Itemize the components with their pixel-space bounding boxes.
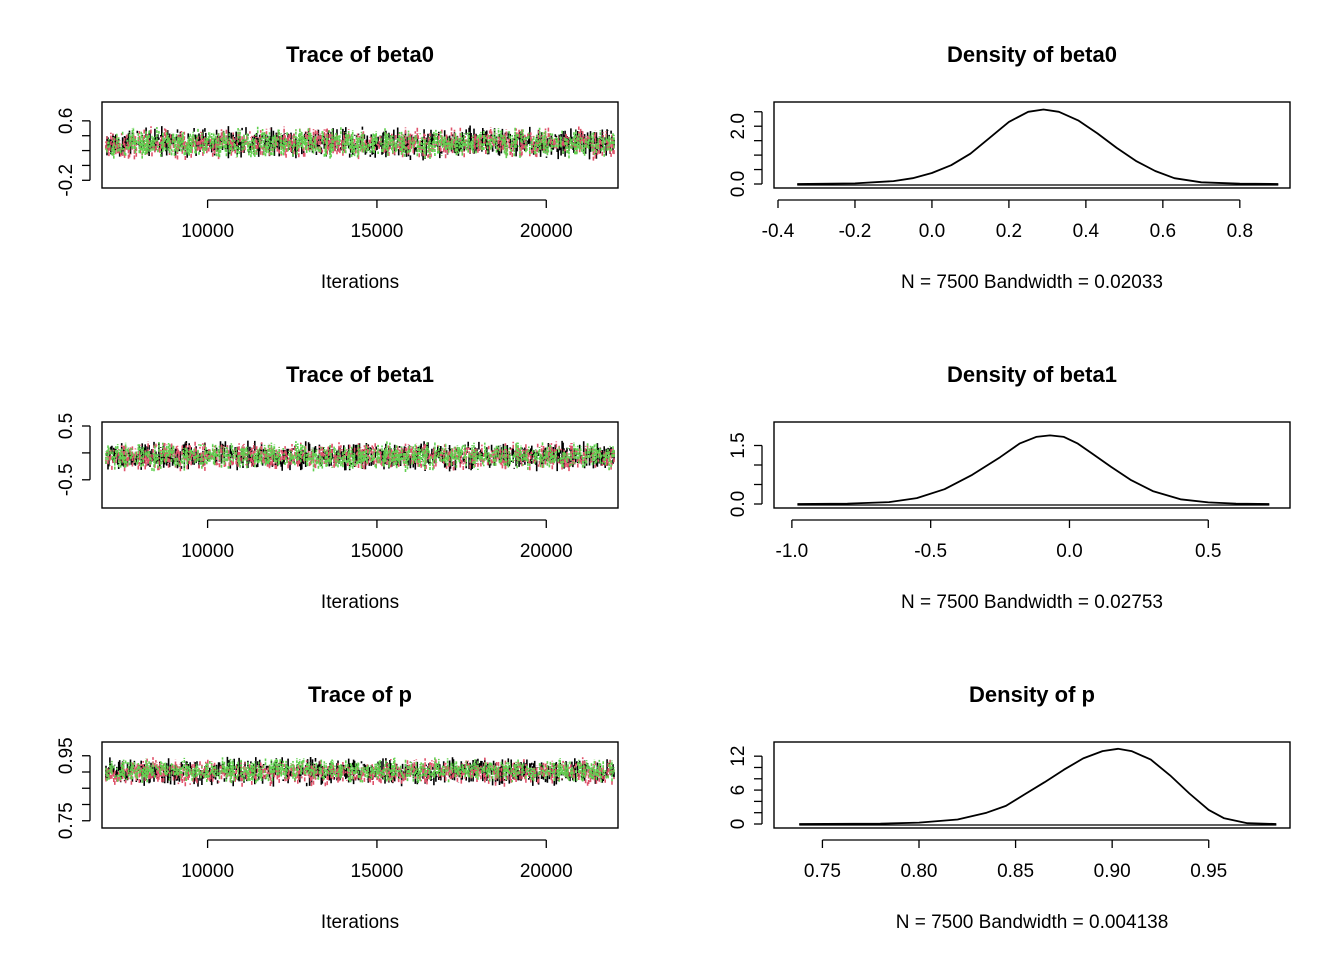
- panel-title: Trace of beta1: [286, 362, 434, 387]
- x-tick-label: 10000: [181, 861, 234, 882]
- x-tick-label: 0.6: [1150, 221, 1176, 242]
- panel-density-4: Density of beta1 -1.0 -0.5 0.0 0.5 N = 7500 B…: [728, 362, 1291, 613]
- x-tick-label: -0.5: [914, 541, 947, 562]
- y-tick-label: 1.5: [728, 432, 749, 458]
- y-tick-label: 6: [728, 785, 749, 796]
- x-tick-label: 0.0: [1056, 541, 1082, 562]
- y-tick-label: 0.95: [56, 737, 77, 774]
- plot-frame: [101, 421, 619, 509]
- x-axis: 10000 15000 20000: [181, 199, 573, 242]
- x-tick-label: 0.0: [919, 221, 945, 242]
- x-tick-label: 0.75: [804, 861, 841, 882]
- x-tick-label: 20000: [520, 861, 573, 882]
- x-axis: 10000 15000 20000: [181, 839, 573, 882]
- y-axis: 0 6 12: [728, 746, 763, 830]
- x-axis-label: N = 7500 Bandwidth = 0.02753: [901, 592, 1163, 613]
- y-axis: 0.75 0.95: [56, 737, 91, 839]
- x-tick-label: 20000: [520, 541, 573, 562]
- x-axis-label: Iterations: [321, 592, 399, 613]
- panel-title: Density of beta0: [947, 42, 1117, 67]
- x-tick-label: 0.80: [901, 861, 938, 882]
- x-tick-label: 0.85: [997, 861, 1034, 882]
- panel-title: Density of p: [969, 682, 1095, 707]
- density-curve: [797, 434, 1270, 505]
- x-tick-label: 0.4: [1073, 221, 1100, 242]
- x-tick-label: 0.2: [996, 221, 1022, 242]
- x-axis-label: N = 7500 Bandwidth = 0.004138: [896, 912, 1169, 933]
- y-tick-label: 12: [728, 746, 749, 767]
- y-axis: 0.0 1.5: [728, 432, 763, 517]
- plot-frame: [773, 741, 1291, 829]
- panel-trace-3: Trace of beta1 10000 15000 20000 Iterations -…: [56, 362, 619, 613]
- x-tick-label: -1.0: [776, 541, 809, 562]
- x-tick-label: 15000: [351, 221, 404, 242]
- y-tick-label: -0.2: [56, 164, 77, 197]
- plot-frame: [773, 101, 1291, 189]
- y-tick-label: 0.6: [56, 108, 77, 134]
- panel-title: Density of beta1: [947, 362, 1117, 387]
- plot-frame: [773, 421, 1291, 509]
- y-axis: -0.2 0.6: [56, 108, 91, 197]
- x-tick-label: 0.5: [1195, 541, 1221, 562]
- x-tick-label: 10000: [181, 541, 234, 562]
- x-axis-label: N = 7500 Bandwidth = 0.02033: [901, 272, 1163, 293]
- y-tick-label: -0.5: [56, 463, 77, 496]
- panel-density-6: Density of p 0.75 0.80 0.85 0.90 0.95 N = 7500…: [728, 682, 1291, 933]
- y-tick-label: 0.75: [56, 802, 77, 839]
- y-tick-label: 0.0: [728, 171, 749, 197]
- y-tick-label: 0.0: [728, 491, 749, 517]
- x-tick-label: 0.90: [1094, 861, 1131, 882]
- trace-chain-3: [105, 440, 615, 472]
- trace-chain-3: [105, 757, 615, 784]
- panel-density-2: Density of beta0 -0.4 -0.2 0.0 0.2 0.4 0.6 0.8 N…: [728, 42, 1291, 293]
- x-tick-label: 15000: [351, 861, 404, 882]
- x-axis: -1.0 -0.5 0.0 0.5: [776, 519, 1221, 562]
- density-curve: [799, 747, 1277, 825]
- x-tick-label: 0.8: [1227, 221, 1253, 242]
- x-tick-label: 20000: [520, 221, 573, 242]
- panel-title: Trace of beta0: [286, 42, 434, 67]
- x-axis-label: Iterations: [321, 912, 399, 933]
- y-axis: 0.0 2.0: [728, 111, 763, 197]
- plot-frame: [101, 101, 619, 189]
- panel-title: Trace of p: [308, 682, 412, 707]
- x-tick-label: 0.95: [1190, 861, 1227, 882]
- x-axis: -0.4 -0.2 0.0 0.2 0.4 0.6 0.8: [762, 199, 1253, 242]
- y-tick-label: 0: [728, 819, 749, 830]
- x-tick-label: -0.2: [839, 221, 872, 242]
- x-axis-label: Iterations: [321, 272, 399, 293]
- y-axis: -0.5 0.5: [56, 413, 91, 496]
- density-curve: [797, 108, 1279, 185]
- y-tick-label: 0.5: [56, 413, 77, 439]
- trace-chain-3: [105, 126, 615, 159]
- x-tick-label: 15000: [351, 541, 404, 562]
- plot-frame: [101, 741, 619, 829]
- x-axis: 10000 15000 20000: [181, 519, 573, 562]
- x-tick-label: 10000: [181, 221, 234, 242]
- x-axis: 0.75 0.80 0.85 0.90 0.95: [804, 839, 1227, 882]
- y-tick-label: 2.0: [728, 113, 749, 139]
- x-tick-label: -0.4: [762, 221, 795, 242]
- panel-trace-1: Trace of beta0 10000 15000 20000 Iterations -…: [56, 42, 619, 293]
